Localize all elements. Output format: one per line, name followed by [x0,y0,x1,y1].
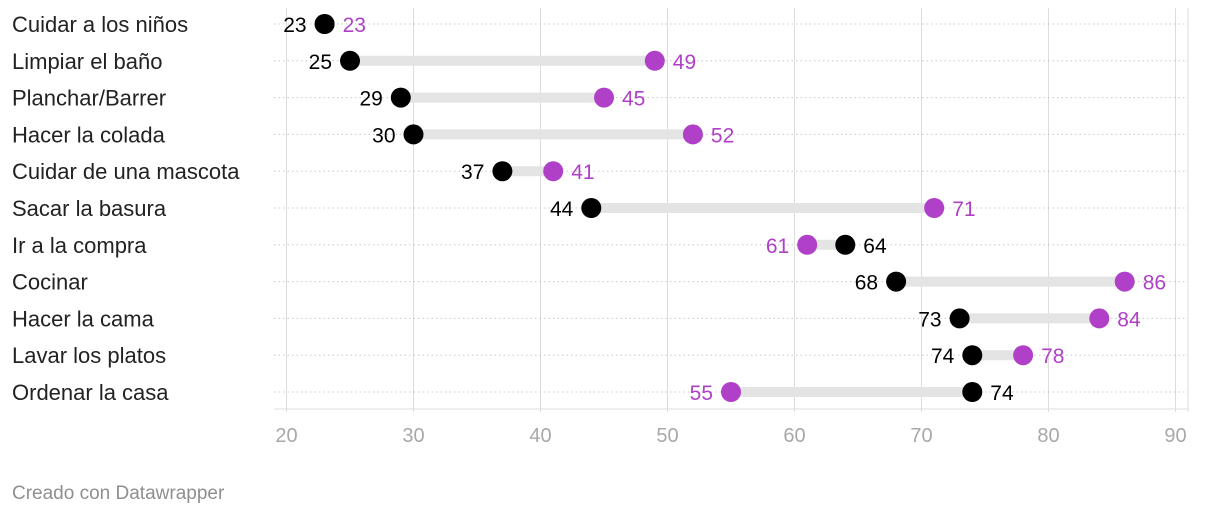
dot-series-a [962,345,983,366]
value-label-a: 29 [359,88,382,111]
x-tick-label: 80 [1037,425,1059,447]
x-tick-label: 90 [1164,425,1186,447]
value-label-a: 30 [372,124,395,147]
value-label-b: 78 [1041,345,1064,368]
value-label-a: 74 [931,345,955,368]
dot-series-b [721,382,741,402]
value-label-a: 23 [283,14,306,37]
value-label-b: 84 [1117,308,1141,331]
value-label-a: 68 [855,272,878,295]
value-label-a: 74 [990,382,1014,405]
dot-series-a [886,271,907,292]
x-tick-label: 20 [275,425,297,447]
value-label-a: 25 [309,51,332,74]
dot-series-a [403,124,424,145]
dot-series-b [924,198,945,218]
row-label: Cuidar de una mascota [12,159,240,184]
x-tick-label: 70 [910,425,932,447]
dot-series-b [1089,308,1110,329]
row-label: Hacer la colada [12,122,166,147]
value-label-a: 64 [863,235,887,258]
row-label: Ir a la compra [12,233,147,258]
value-label-a: 73 [918,308,941,331]
data-points [314,14,1135,402]
footer-credit: Creado con Datawrapper [12,483,225,504]
row-label: Limpiar el baño [12,49,162,74]
value-label-b: 41 [571,161,594,184]
value-label-a: 37 [461,161,484,184]
row-label: Planchar/Barrer [12,86,166,111]
value-label-b: 55 [690,382,713,405]
x-tick-label: 40 [529,425,551,447]
value-label-b: 86 [1143,272,1166,295]
row-label: Lavar los platos [12,343,166,368]
dot-series-b [1013,345,1034,366]
dot-series-a [949,308,970,329]
dot-series-b [1114,271,1135,292]
row-label: Cuidar a los niños [12,12,188,37]
dot-series-a [492,161,513,182]
value-label-a: 44 [550,198,574,221]
dot-series-a [390,87,411,108]
value-label-b: 23 [343,14,366,37]
x-tick-label: 30 [402,425,424,447]
value-label-b: 49 [673,51,696,74]
value-label-b: 61 [766,235,789,258]
dot-series-a [581,198,602,218]
dot-series-b [594,87,614,108]
value-label-b: 52 [711,124,734,147]
x-axis-ticks: 20 30 40 50 60 70 80 90 [275,425,1186,447]
x-tick-label: 50 [656,425,678,447]
dot-series-b [797,234,818,255]
value-label-b: 45 [622,88,645,111]
connector-bars [350,55,1125,397]
dot-series-a [962,382,983,402]
x-tick-label: 60 [783,425,805,447]
dot-series-a [835,234,856,255]
dot-series-b [543,161,564,182]
value-label-b: 71 [952,198,975,221]
row-label: Cocinar [12,270,88,295]
row-label: Hacer la cama [12,306,155,331]
row-label: Sacar la basura [12,196,167,221]
row-label: Ordenar la casa [12,380,169,405]
dot-series-a [314,14,335,34]
row-labels: Cuidar a los niños Limpiar el baño Plancha… [12,12,240,405]
dot-series-a [340,50,360,71]
dot-series-b [644,50,665,71]
dot-series-b [682,124,703,145]
